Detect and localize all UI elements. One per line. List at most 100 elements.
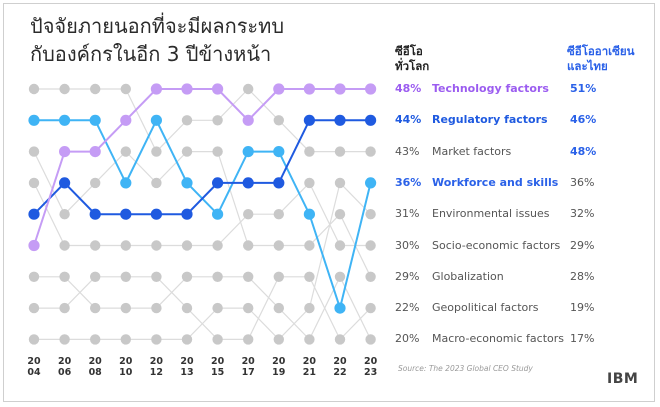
macro-economic-factors-point xyxy=(28,271,40,282)
socio-economic-factors-point xyxy=(334,240,346,251)
asean-pct-technology-factors: 51% xyxy=(570,82,597,95)
factor-label-socio-economic-factors: Socio-economic factors xyxy=(432,238,561,252)
market-factors-point xyxy=(365,146,376,157)
factor-label-macro-economic-factors: Macro-economic factors xyxy=(432,332,564,346)
year-label-2013: 20 13 xyxy=(180,356,194,378)
workforce-and-skills-point xyxy=(59,114,71,126)
regulatory-factors-point xyxy=(273,177,285,189)
year-label-2022: 20 22 xyxy=(333,356,347,378)
socio-economic-factors-point xyxy=(365,240,376,251)
macro-economic-factors-point xyxy=(304,334,315,345)
environmental-issues-point xyxy=(120,334,131,345)
factor-label-market-factors: Market factors xyxy=(432,144,512,158)
market-factors-point xyxy=(212,115,223,126)
year-label-2010: 20 10 xyxy=(119,356,133,378)
globalization-point xyxy=(304,240,315,251)
environmental-issues-point xyxy=(365,209,376,220)
factor-label-technology-factors: Technology factors xyxy=(432,82,549,95)
geopolitical-factors-point xyxy=(365,302,376,314)
technology-factors-point xyxy=(89,146,101,158)
environmental-issues-point xyxy=(304,302,315,314)
technology-factors-point xyxy=(212,83,224,95)
globalization-point xyxy=(243,240,254,251)
global-pct-market-factors: 43% xyxy=(395,144,420,158)
regulatory-factors-point xyxy=(334,114,346,126)
asean-pct-environmental-issues: 32% xyxy=(570,207,595,221)
factor-label-environmental-issues: Environmental issues xyxy=(432,207,550,221)
workforce-and-skills-point xyxy=(303,208,315,220)
geopolitical-factors-point xyxy=(243,334,254,345)
technology-factors-point xyxy=(242,114,254,126)
macro-economic-factors-point xyxy=(365,334,376,345)
technology-factors-point xyxy=(120,114,132,126)
geopolitical-factors-point xyxy=(28,302,40,314)
macro-economic-factors-point xyxy=(90,302,101,314)
socio-economic-factors-point xyxy=(181,240,193,251)
regulatory-factors-point xyxy=(150,208,162,220)
source-note: Source: The 2023 Global CEO Study xyxy=(398,364,533,373)
chart-frame xyxy=(3,3,655,402)
market-factors-point xyxy=(151,146,162,157)
market-factors-point xyxy=(59,83,70,95)
global-header-line-2: ทั่วโลก xyxy=(395,59,430,73)
global-pct-globalization: 29% xyxy=(395,269,420,283)
regulatory-factors-point xyxy=(365,114,377,126)
asean-pct-market-factors: 48% xyxy=(570,144,597,158)
socio-economic-factors-point xyxy=(304,177,315,189)
workforce-and-skills-point xyxy=(28,114,40,126)
environmental-issues-line xyxy=(34,181,372,341)
asean-column-header: ซีอีโออาเซียน และไทย xyxy=(567,44,635,74)
year-label-2017: 20 17 xyxy=(241,356,255,378)
workforce-and-skills-point xyxy=(365,177,377,189)
title-line-2: กับองค์กรในอีก 3 ปีข้างหน้า xyxy=(30,42,272,66)
factor-label-geopolitical-factors: Geopolitical factors xyxy=(432,301,539,315)
geopolitical-factors-point xyxy=(273,271,284,282)
year-label-2006: 20 06 xyxy=(57,356,72,378)
title-line-1: ปัจจัยภายนอกที่จะมีผลกระทบ xyxy=(30,14,285,38)
global-pct-socio-economic-factors: 30% xyxy=(395,238,420,252)
macro-economic-factors-point xyxy=(334,271,346,282)
asean-pct-regulatory-factors: 46% xyxy=(570,113,597,127)
market-factors-point xyxy=(334,146,346,157)
grey-series-lines xyxy=(33,88,372,341)
asean-pct-socio-economic-factors: 29% xyxy=(570,238,595,252)
socio-economic-factors-point xyxy=(90,240,101,251)
workforce-and-skills-point xyxy=(334,302,346,314)
year-label-2015: 20 15 xyxy=(210,356,225,378)
globalization-point xyxy=(212,146,223,157)
asean-pct-workforce-and-skills: 36% xyxy=(570,175,595,189)
environmental-issues-point xyxy=(90,334,101,345)
geopolitical-factors-point xyxy=(304,271,315,282)
year-label-2012: 20 12 xyxy=(149,356,163,378)
workforce-and-skills-point xyxy=(150,114,162,126)
technology-factors-line xyxy=(33,88,371,246)
global-pct-workforce-and-skills: 36% xyxy=(395,175,422,189)
geopolitical-factors-line xyxy=(34,276,372,341)
globalization-point xyxy=(365,271,376,282)
market-factors-point xyxy=(120,83,131,95)
workforce-and-skills-point xyxy=(212,208,224,220)
market-factors-point xyxy=(304,146,315,157)
highlighted-series-lines xyxy=(33,88,372,312)
macro-economic-factors-point xyxy=(243,271,254,282)
globalization-point xyxy=(90,177,101,189)
macro-economic-factors-point xyxy=(59,271,70,282)
technology-factors-point xyxy=(28,239,40,252)
technology-factors-point xyxy=(273,83,285,95)
globalization-point xyxy=(181,146,193,157)
geopolitical-factors-point xyxy=(334,334,346,345)
global-pct-macro-economic-factors: 20% xyxy=(395,332,420,346)
highlighted-series-dots xyxy=(28,83,377,314)
year-label-2023: 20 23 xyxy=(363,356,378,378)
macro-economic-factors-point xyxy=(151,302,162,314)
regulatory-factors-point xyxy=(28,208,40,220)
environmental-issues-point xyxy=(59,334,70,345)
year-label-2008: 20 08 xyxy=(88,356,102,378)
socio-economic-factors-point xyxy=(212,240,223,251)
ibm-logo: IBM xyxy=(607,371,639,387)
market-factors-point xyxy=(273,115,284,126)
socio-economic-factors-point xyxy=(151,240,162,251)
technology-factors-point xyxy=(181,83,193,95)
geopolitical-factors-point xyxy=(181,302,193,314)
technology-factors-point xyxy=(150,83,162,95)
